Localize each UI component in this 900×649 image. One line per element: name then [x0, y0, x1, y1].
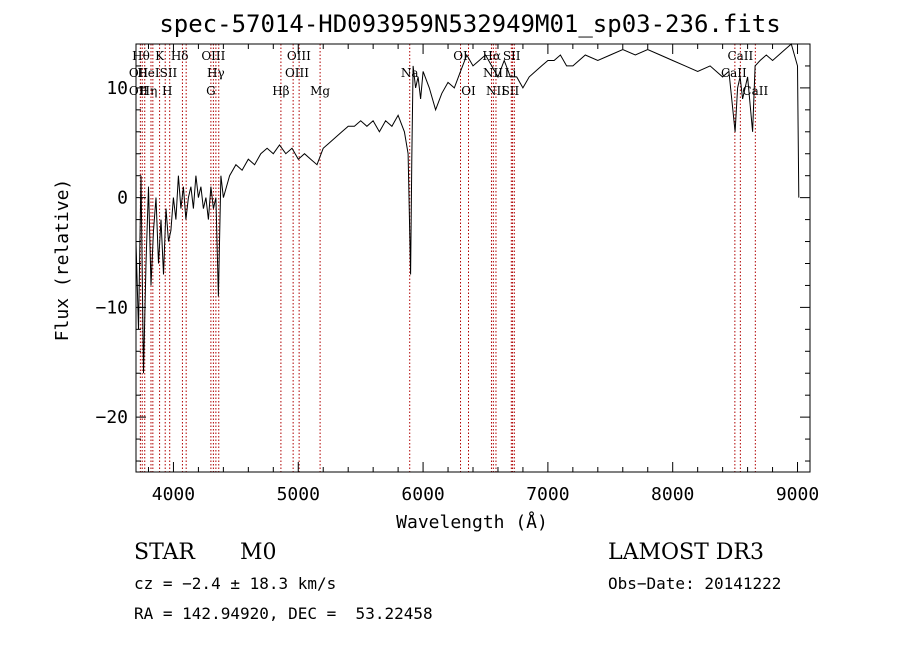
line-label: CaII	[727, 49, 753, 63]
line-label: G	[206, 84, 216, 98]
line-label: H	[162, 84, 172, 98]
line-label: HeI	[137, 66, 160, 80]
survey-name: LAMOST DR3	[608, 540, 764, 565]
line-label: CaII	[721, 66, 747, 80]
line-label: OIII	[285, 66, 309, 80]
line-label: Hα	[482, 49, 501, 63]
line-label: Hβ	[272, 84, 289, 98]
line-label: Hδ	[171, 49, 189, 63]
x-tick-label: 8000	[651, 484, 694, 505]
line-label: OIII	[287, 49, 311, 63]
x-tick-label: 7000	[526, 484, 569, 505]
y-axis-label: Flux (relative)	[52, 179, 73, 342]
y-tick-label: 10	[106, 78, 128, 99]
line-label: OI	[453, 49, 468, 63]
x-tick-label: 5000	[277, 484, 320, 505]
plot-frame	[135, 43, 811, 473]
line-label: K	[155, 49, 165, 63]
line-label: OIII	[201, 49, 225, 63]
line-label: SII	[502, 84, 520, 98]
spectral-line-markers	[139, 44, 756, 472]
line-label: OII	[129, 66, 149, 80]
y-tick-label: 0	[117, 188, 128, 209]
x-axis-label: Wavelength (Å)	[396, 511, 548, 533]
line-label: NII	[486, 84, 506, 98]
line-label: CaII	[742, 84, 768, 98]
line-label: Hη	[140, 84, 158, 98]
x-tick-label: 9000	[776, 484, 819, 505]
line-label: OI	[461, 84, 476, 98]
y-tick-label: −10	[95, 297, 128, 318]
y-axis-ticks: −20 −10 0 10	[95, 43, 810, 462]
object-class: STAR	[134, 540, 195, 565]
coordinates: RA = 142.94920, DEC = 53.22458	[134, 604, 433, 623]
line-label: Hγ	[207, 66, 225, 80]
x-axis-ticks: 4000 5000 6000 7000 8000 9000	[147, 44, 819, 505]
y-tick-label: −20	[95, 407, 128, 428]
spectrum-line	[135, 43, 800, 374]
observation-date: Obs−Date: 20141222	[608, 574, 782, 593]
chart-title: spec-57014-HD093959N532949M01_sp03-236.f…	[159, 10, 780, 38]
object-subclass: M0	[240, 540, 277, 565]
line-label: Li	[505, 66, 517, 80]
line-label: Mg	[310, 84, 330, 98]
line-label: Hθ	[132, 49, 150, 63]
x-tick-label: 4000	[152, 484, 195, 505]
line-label: SII	[160, 66, 178, 80]
redshift-cz: cz = −2.4 ± 18.3 km/s	[134, 574, 337, 593]
line-label: Na	[401, 66, 419, 80]
x-tick-label: 6000	[401, 484, 444, 505]
line-label: SII	[503, 49, 521, 63]
